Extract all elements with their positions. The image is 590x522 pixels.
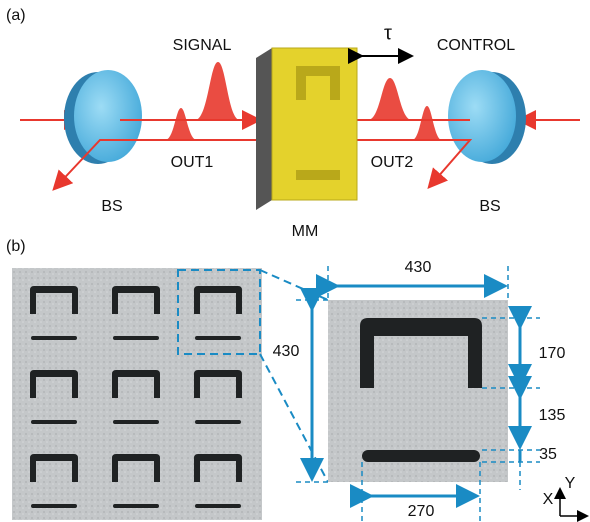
split-ring (360, 318, 482, 388)
signal-label: SIGNAL (173, 37, 232, 54)
panel-a: (a) τ SIGNAL CONTROL OUT1 OUT2 BS BS MM (6, 7, 580, 240)
sem-image (12, 268, 262, 520)
pulse (195, 62, 240, 120)
split-ring (30, 454, 78, 482)
split-ring (194, 370, 242, 398)
split-ring (30, 286, 78, 314)
bs-label: BS (479, 198, 500, 215)
dimension-label: 135 (539, 407, 566, 424)
out2-label: OUT2 (371, 154, 414, 171)
split-ring (112, 286, 160, 314)
dimension-label: 270 (408, 503, 435, 520)
bar (296, 170, 340, 180)
metamaterial-side (256, 48, 272, 210)
dimension-label: 35 (539, 446, 557, 463)
bar (31, 336, 77, 340)
dimension-label: 430 (405, 259, 432, 276)
zoom-line (259, 269, 329, 301)
bar (195, 420, 241, 424)
split-ring (296, 66, 340, 100)
beam (305, 139, 473, 190)
selection-box (177, 269, 261, 355)
bs-label: BS (101, 198, 122, 215)
out1-label: OUT1 (171, 154, 214, 171)
mm-label: MM (292, 223, 319, 240)
tau: τ (384, 22, 392, 44)
cell-grid (30, 286, 242, 508)
bar (113, 420, 159, 424)
panel-b: (b) 430 430 170 135 35 270 X Y (6, 238, 589, 522)
split-ring (112, 370, 160, 398)
bar (362, 450, 480, 462)
bar (31, 420, 77, 424)
split-ring (194, 454, 242, 482)
split-ring (112, 454, 160, 482)
panel-label: (b) (6, 238, 26, 255)
split-ring (30, 370, 78, 398)
dimension-label: 430 (273, 343, 300, 360)
split-ring (194, 286, 242, 314)
dimension-label: 170 (539, 345, 566, 362)
pulse (165, 108, 197, 140)
bar (195, 504, 241, 508)
bar (195, 336, 241, 340)
axis-label: Y (565, 475, 576, 492)
bar (113, 336, 159, 340)
pulse (412, 106, 442, 140)
panel-label: (a) (6, 7, 26, 24)
pulse (368, 78, 412, 120)
beam-splitter (74, 70, 142, 162)
control-label: CONTROL (437, 37, 515, 54)
axis-label: X (543, 491, 554, 508)
bar (31, 504, 77, 508)
beam-splitter (448, 70, 516, 162)
bar (113, 504, 159, 508)
zoom-line (259, 353, 329, 483)
beam (52, 139, 270, 191)
